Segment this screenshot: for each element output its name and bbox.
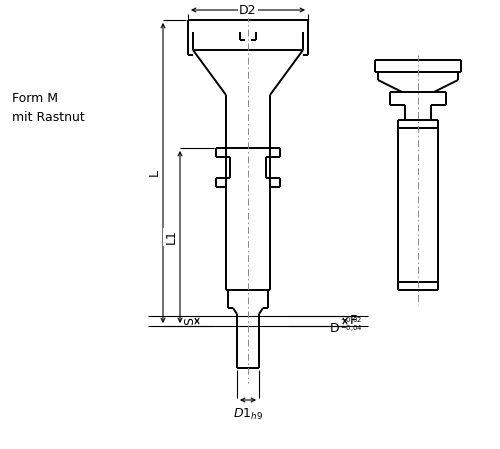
Text: Form M
mit Rastnut: Form M mit Rastnut <box>12 92 85 124</box>
Text: F: F <box>350 313 357 326</box>
Text: $^{-0{,}02}_{-0{,}04}$: $^{-0{,}02}_{-0{,}04}$ <box>340 316 362 334</box>
Text: L1: L1 <box>164 229 177 244</box>
Text: S: S <box>184 317 196 325</box>
Text: $D1_{h9}$: $D1_{h9}$ <box>233 406 263 422</box>
Text: D2: D2 <box>240 4 257 17</box>
Text: D: D <box>330 321 340 335</box>
Text: L: L <box>148 170 160 176</box>
